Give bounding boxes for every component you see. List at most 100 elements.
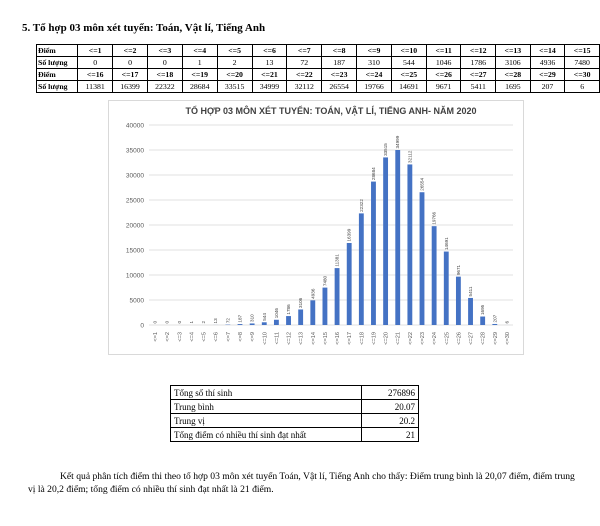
data-label: 34999 (395, 135, 400, 148)
stat-label: Tổng điểm có nhiều thí sinh đạt nhất (170, 427, 362, 442)
x-tick-label: <=4 (189, 332, 195, 342)
data-label: 1786 (286, 304, 291, 315)
data-label: 6 (504, 320, 509, 323)
data-label: 5411 (468, 286, 473, 296)
bar-26 (455, 276, 461, 325)
score-row-part2: Điểm <=16 <=17 <=18 <=19 <=20 <=21 <=22 … (35, 68, 600, 81)
y-tick-label: 0 (140, 323, 144, 330)
x-tick-label: <=10 (262, 332, 268, 345)
bar-10 (261, 322, 267, 325)
row-label-count: Số lượng (35, 80, 79, 93)
stat-value: 21 (361, 427, 419, 442)
section-heading: 5. Tổ hợp 03 môn xét tuyển: Toán, Vật lí… (22, 22, 266, 34)
score-cell: <=6 (251, 44, 288, 57)
y-tick-label: 30000 (126, 173, 144, 180)
score-cell: <=4 (181, 44, 218, 57)
data-label: 0 (153, 321, 158, 324)
x-tick-label: <=12 (287, 332, 293, 345)
score-cell: <=19 (181, 68, 218, 81)
data-label: 72 (225, 318, 230, 324)
y-tick-label: 35000 (126, 148, 144, 155)
count-cell: 13 (251, 56, 288, 69)
count-cell: 207 (529, 80, 566, 93)
bar-19 (371, 181, 376, 325)
score-cell: <=27 (460, 68, 497, 81)
score-cell: <=18 (146, 68, 183, 81)
row-label-score: Điểm (35, 68, 79, 81)
stat-value: 276896 (361, 385, 419, 400)
bar-9 (249, 323, 255, 325)
bar-25 (443, 251, 449, 325)
x-tick-label: <=13 (299, 332, 305, 345)
data-label: 13 (213, 318, 218, 324)
score-cell: <=9 (356, 44, 392, 57)
score-cell: <=14 (529, 44, 566, 57)
count-cell: 14691 (390, 80, 427, 93)
y-tick-label: 5000 (130, 298, 145, 305)
bar-14 (310, 300, 316, 325)
count-row-part2: Số lượng 11381 16399 22322 28684 33515 3… (35, 80, 600, 93)
count-cell: 1786 (460, 56, 497, 69)
y-tick-label: 15000 (126, 248, 144, 255)
count-cell: 11381 (77, 80, 114, 93)
count-cell: 1 (181, 56, 218, 69)
count-cell: 26554 (321, 80, 358, 93)
data-label: 28684 (371, 167, 376, 180)
data-label: 1695 (480, 304, 485, 315)
score-cell: <=15 (564, 44, 600, 57)
x-tick-label: <=26 (456, 332, 462, 345)
score-cell: <=24 (356, 68, 392, 81)
x-tick-label: <=11 (274, 332, 280, 344)
data-label: 2 (201, 320, 206, 323)
x-tick-label: <=21 (396, 332, 402, 345)
score-cell: <=10 (390, 44, 427, 57)
bar-13 (298, 309, 304, 325)
data-label: 14691 (444, 237, 449, 250)
data-label: 1046 (274, 308, 279, 319)
score-cell: <=26 (425, 68, 462, 81)
score-cell: <=11 (425, 44, 462, 57)
x-tick-label: <=15 (323, 332, 329, 345)
score-cell: <=20 (216, 68, 253, 81)
count-cell: 310 (356, 56, 392, 69)
bar-12 (286, 316, 291, 325)
stats-row-median: Trung vị 20.2 (170, 413, 419, 428)
score-cell: <=12 (460, 44, 497, 57)
count-row-part1: Số lượng 0 0 0 1 2 13 72 187 310 544 104… (35, 56, 600, 69)
bar-23 (419, 192, 425, 325)
score-cell: <=5 (216, 44, 253, 57)
score-cell: <=17 (112, 68, 148, 81)
bar-17 (346, 243, 352, 325)
stats-row-mean: Trung bình 20.07 (170, 399, 419, 414)
x-tick-label: <=25 (444, 332, 450, 345)
x-tick-label: <=6 (214, 332, 220, 342)
count-cell: 187 (321, 56, 358, 69)
score-cell: <=16 (77, 68, 114, 81)
bar-20 (383, 157, 389, 325)
bar-24 (431, 226, 437, 325)
bar-29 (492, 323, 498, 325)
count-cell: 33515 (216, 80, 253, 93)
score-cell: <=30 (564, 68, 600, 81)
data-label: 11381 (335, 254, 340, 267)
bar-21 (395, 150, 401, 325)
y-tick-label: 20000 (126, 223, 144, 230)
x-tick-label: <=20 (384, 332, 390, 345)
x-tick-label: <=27 (469, 332, 475, 345)
score-cell: <=1 (77, 44, 114, 57)
count-cell: 5411 (460, 80, 497, 93)
count-cell: 16399 (112, 80, 148, 93)
x-tick-label: <=9 (250, 332, 256, 342)
score-bar-chart: TỔ HỢP 03 MÔN XÉT TUYỂN: TOÁN, VẬT LÍ, T… (108, 100, 524, 355)
chart-title: TỔ HỢP 03 MÔN XÉT TUYỂN: TOÁN, VẬT LÍ, T… (185, 105, 476, 116)
count-cell: 1046 (425, 56, 462, 69)
data-label: 544 (262, 313, 267, 321)
stats-row-mode: Tổng điểm có nhiều thí sinh đạt nhất 21 (170, 427, 419, 442)
y-tick-label: 25000 (126, 198, 144, 205)
count-cell: 2 (216, 56, 253, 69)
count-cell: 72 (286, 56, 323, 69)
x-tick-label: <=22 (408, 332, 414, 345)
data-label: 4936 (310, 288, 315, 299)
bar-28 (480, 316, 486, 325)
conclusion-paragraph: Kết quả phân tích điểm thi theo tổ hợp 0… (28, 470, 575, 495)
